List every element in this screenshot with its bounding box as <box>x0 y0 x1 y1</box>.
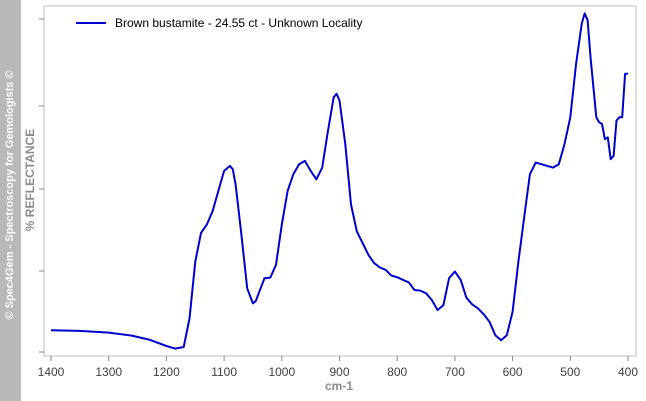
plot-frame <box>43 5 637 357</box>
x-tick-label: 700 <box>445 365 465 379</box>
x-tick-label: 900 <box>329 365 349 379</box>
x-tick-label: 1000 <box>268 365 295 379</box>
series-line <box>50 12 628 350</box>
x-tick-label: 600 <box>503 365 523 379</box>
legend-label: Brown bustamite - 24.55 ct - Unknown Loc… <box>115 16 362 30</box>
x-tick-label: 400 <box>618 365 638 379</box>
x-axis-ticks: 1400 1300 1200 1100 1000 900 800 700 600 500 400 <box>38 356 638 379</box>
y-axis-ticks <box>39 18 44 353</box>
x-tick-label: 1200 <box>153 365 180 379</box>
x-tick-label: 800 <box>387 365 407 379</box>
x-tick-label: 500 <box>560 365 580 379</box>
x-tick-label: 1100 <box>211 365 237 379</box>
x-axis-label: cm-1 <box>324 379 354 393</box>
legend: Brown bustamite - 24.55 ct - Unknown Loc… <box>76 16 362 30</box>
watermark-band: © Spec4Gem - Spectroscopy for Gemologist… <box>0 0 21 401</box>
x-tick-label: 1400 <box>38 365 65 379</box>
x-tick-label: 1300 <box>95 365 122 379</box>
